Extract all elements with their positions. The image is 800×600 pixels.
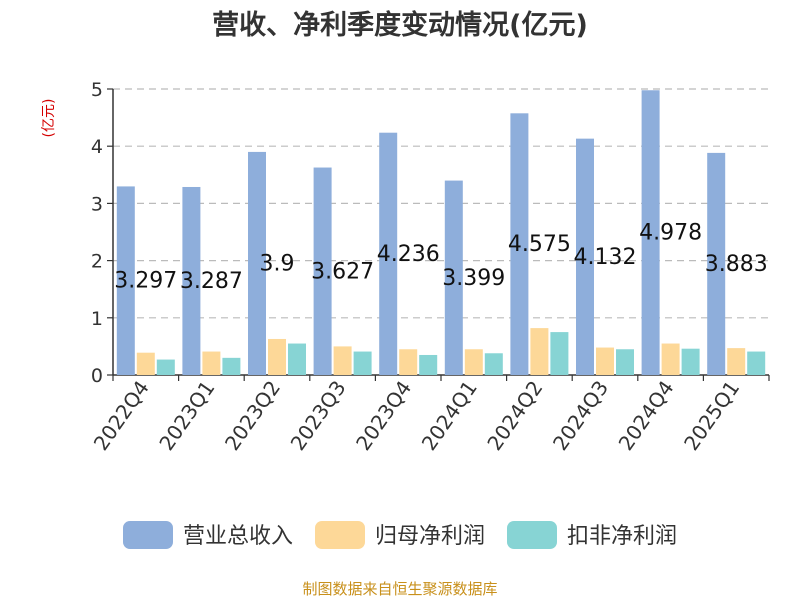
bar [182,186,201,375]
bar [222,357,241,375]
legend: 营业总收入 归母净利润 扣非净利润 [123,521,677,549]
legend-swatch [315,521,365,549]
chart-title: 营收、净利季度变动情况(亿元) [212,9,588,41]
x-tick-label: 2025Q1 [679,376,744,455]
source-note: 制图数据来自恒生聚源数据库 [302,580,497,598]
y-unit-label: (亿元) [41,99,57,138]
legend-swatch [507,521,557,549]
data-label: 3.883 [705,252,768,277]
bar [727,348,746,375]
data-labels: 3.297 3.287 3.9 3.6274.2363.3994.5754.1324.… [114,221,767,294]
bar [116,186,135,375]
bar [202,351,221,375]
legend-label: 归母净利润 [375,524,485,549]
x-tick-label: 2023Q1 [154,376,219,455]
x-tick-label: 2023Q4 [351,376,416,455]
x-tick-label: 2023Q2 [220,376,285,455]
data-label: 4.132 [574,245,637,270]
bar [661,343,680,375]
y-tick-label: 5 [91,79,103,101]
data-label: 3.287 [180,269,243,294]
bar [248,151,266,375]
bar [136,352,155,375]
data-label: 4.575 [508,232,571,257]
data-label: 3.627 [311,259,374,284]
legend-label: 扣非净利润 [567,524,677,549]
bar [379,132,398,375]
bar [444,180,463,375]
y-tick-label: 2 [91,251,103,273]
bar [268,338,286,375]
bar [747,351,766,375]
data-label: 4.236 [377,242,440,267]
bar [313,167,332,375]
y-tick-label: 1 [91,308,103,330]
bar [616,349,634,375]
bar [550,332,569,375]
bar [419,354,438,375]
data-label: 3.9 [260,251,295,276]
bar [510,113,529,375]
x-tick-label: 2022Q4 [89,376,154,455]
y-tick-label: 3 [91,193,103,215]
y-tick-label: 0 [91,365,103,387]
data-label: 3.297 [114,269,177,294]
bar [399,349,418,375]
bar [707,152,726,375]
bar [484,353,503,375]
gridlines [113,88,769,319]
bar [156,359,175,375]
legend-label: 营业总收入 [183,524,293,549]
bar [464,349,483,375]
x-tick-label: 2024Q4 [614,376,679,455]
x-tick-label: 2024Q3 [548,376,613,455]
bar [353,351,372,375]
bar [576,138,594,375]
bar [530,328,549,375]
x-tick-label: 2023Q3 [286,376,351,455]
bars [116,90,766,376]
bar [641,90,660,376]
y-tick-label: 4 [91,136,103,158]
x-tick-label: 2024Q1 [417,376,482,455]
bar [333,346,352,375]
bar [288,343,306,375]
data-label: 3.399 [442,266,505,291]
x-tick-label: 2024Q2 [482,376,547,455]
data-label: 4.978 [639,221,702,246]
bar [681,348,700,375]
legend-swatch [123,521,173,549]
bar [596,347,614,375]
